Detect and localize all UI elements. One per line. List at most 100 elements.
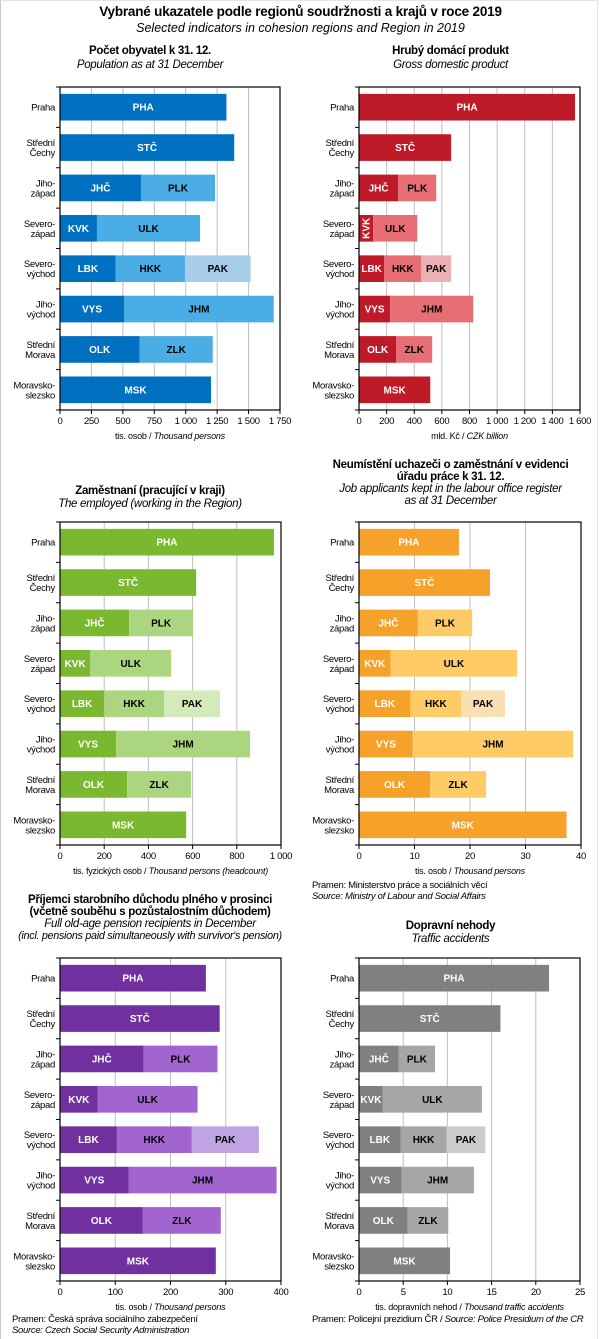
category-label: Jiho-západ <box>330 613 355 634</box>
bar-plk <box>143 1045 218 1073</box>
x-tick-label: 1 400 <box>541 416 563 427</box>
bar-label-vys: VYS <box>82 305 102 316</box>
category-label-line: východ <box>326 269 354 280</box>
page-subtitle: Selected indicators in cohesion regions … <box>136 21 465 35</box>
category-label-line: Jiho- <box>36 300 55 311</box>
bar-label-vys: VYS <box>84 1176 104 1187</box>
bar-label-plk: PLK <box>168 183 189 194</box>
bar-pak <box>446 1126 486 1154</box>
bar-label-zlk: ZLK <box>405 345 425 356</box>
category-label-line: slezsko <box>25 825 55 836</box>
bar-jhm <box>123 295 274 323</box>
x-tick-label: 200 <box>379 416 394 427</box>
bar-ulk <box>390 649 518 677</box>
category-label: Severo-západ <box>24 1090 55 1111</box>
bar-msk <box>60 376 211 404</box>
chart-title-pensions: Příjemci starobního důchodu plného v pro… <box>0 894 300 942</box>
x-tick-label: 30 <box>521 851 531 862</box>
bar-kvk <box>60 649 91 677</box>
x-tick-label: 0 <box>357 416 362 427</box>
bar-label-jhm: JHM <box>427 1176 448 1187</box>
category-label-line: východ <box>27 269 55 280</box>
x-tick-label: 400 <box>274 1287 289 1298</box>
category-label-line: Severo- <box>24 1090 55 1101</box>
category-label-line: Praha <box>330 103 355 114</box>
bar-pha <box>359 964 550 992</box>
category-label-line: Jiho- <box>36 1049 55 1060</box>
bar-vys <box>60 1166 129 1194</box>
category-label-line: Jiho- <box>36 1171 55 1182</box>
category-label: Střední Čechy <box>325 1009 354 1030</box>
bar-pak <box>184 255 251 283</box>
category-label-line: západ <box>330 664 354 675</box>
category-label: Moravsko-slezsko <box>312 380 354 401</box>
bar-label-pha: PHA <box>456 103 477 114</box>
bar-label-stč: STČ <box>395 141 415 154</box>
category-label-line: západ <box>330 188 354 199</box>
bar-label-hkk: HKK <box>123 699 145 710</box>
bar-label-pak: PAK <box>456 1135 477 1146</box>
category-label: Severo-západ <box>24 219 55 240</box>
category-label: Severo-západ <box>323 654 354 675</box>
category-label-line: západ <box>330 1100 354 1111</box>
x-axis-title-en: Thousand persons (headcount) <box>149 866 269 876</box>
bar-label-plk: PLK <box>435 618 456 629</box>
bar-msk <box>60 1247 216 1275</box>
bar-jhm <box>116 730 251 758</box>
chart-population: PHA STČ JHČ PLK KVK ULK LBK HKK PAK VYS JHM OLK ZLK M… <box>13 86 291 441</box>
bar-lbk <box>359 690 411 718</box>
category-label: Střední Čechy <box>325 138 354 159</box>
bar-label-stč: STČ <box>130 1012 150 1025</box>
bar-label-hkk: HKK <box>139 264 161 275</box>
bar-label-jhm: JHM <box>421 305 442 316</box>
source-traffic: Pramen: Policejní prezidium ČR / Source:… <box>312 1314 584 1326</box>
bar-olk <box>359 771 431 798</box>
category-label-line: Severo- <box>323 219 354 230</box>
bar-label-stč: STČ <box>118 576 138 589</box>
x-tick-label: 0 <box>357 851 362 862</box>
bar-label-olk: OLK <box>367 345 389 356</box>
bar-label-kvk: KVK <box>362 217 373 239</box>
category-label: Střední Morava <box>324 1211 355 1232</box>
category-label-line: západ <box>31 188 55 199</box>
category-label-line: Severo- <box>24 219 55 230</box>
source-en: Source: Police Presidium of the CR <box>444 1314 584 1325</box>
x-axis-title-en: CZK billion <box>467 431 509 441</box>
bar-vys <box>60 730 117 758</box>
x-axis-title-cz: tis. osob / <box>116 1302 155 1312</box>
x-axis-title: tis. fyzických osob / Thousand persons (… <box>73 866 268 876</box>
bar-label-pak: PAK <box>426 264 447 275</box>
x-axis-title-cz: mld. Kč / <box>431 431 467 441</box>
bar-label-stč: STČ <box>414 576 434 589</box>
bar-jhm <box>401 1166 474 1194</box>
x-tick-label: 1 000 <box>486 416 508 427</box>
bar-ulk <box>90 649 172 677</box>
category-label-line: Morava <box>324 1221 355 1232</box>
bar-label-msk: MSK <box>112 820 135 831</box>
category-label-line: západ <box>330 1059 354 1070</box>
bar-jhm <box>128 1166 277 1194</box>
bar-stč <box>60 569 197 596</box>
category-label: Praha <box>31 538 56 549</box>
category-label-line: Jiho- <box>335 178 354 189</box>
bar-msk <box>359 811 567 839</box>
bar-label-plk: PLK <box>407 183 428 194</box>
category-label: Střední Morava <box>324 775 355 796</box>
bar-jhč <box>359 174 399 202</box>
bar-plk <box>129 609 194 637</box>
x-axis-title-en: Thousand persons <box>454 866 526 876</box>
bar-jhm <box>412 730 574 758</box>
bar-msk <box>359 376 431 404</box>
category-label: Severo-východ <box>24 1130 55 1151</box>
bar-jhč <box>359 609 418 637</box>
category-label: Jiho-západ <box>330 1049 355 1070</box>
category-label: Střední Morava <box>25 340 56 361</box>
bar-kvk <box>60 214 97 242</box>
category-label-line: Střední <box>325 1211 354 1222</box>
category-label: Střední Čechy <box>26 1009 55 1030</box>
chart-employed: PHA STČ JHČ PLK KVK ULK LBK HKK PAK VYS JHM OLK ZLK M… <box>13 521 292 876</box>
x-tick-label: 100 <box>108 1287 123 1298</box>
x-tick-label: 1 750 <box>269 416 291 427</box>
